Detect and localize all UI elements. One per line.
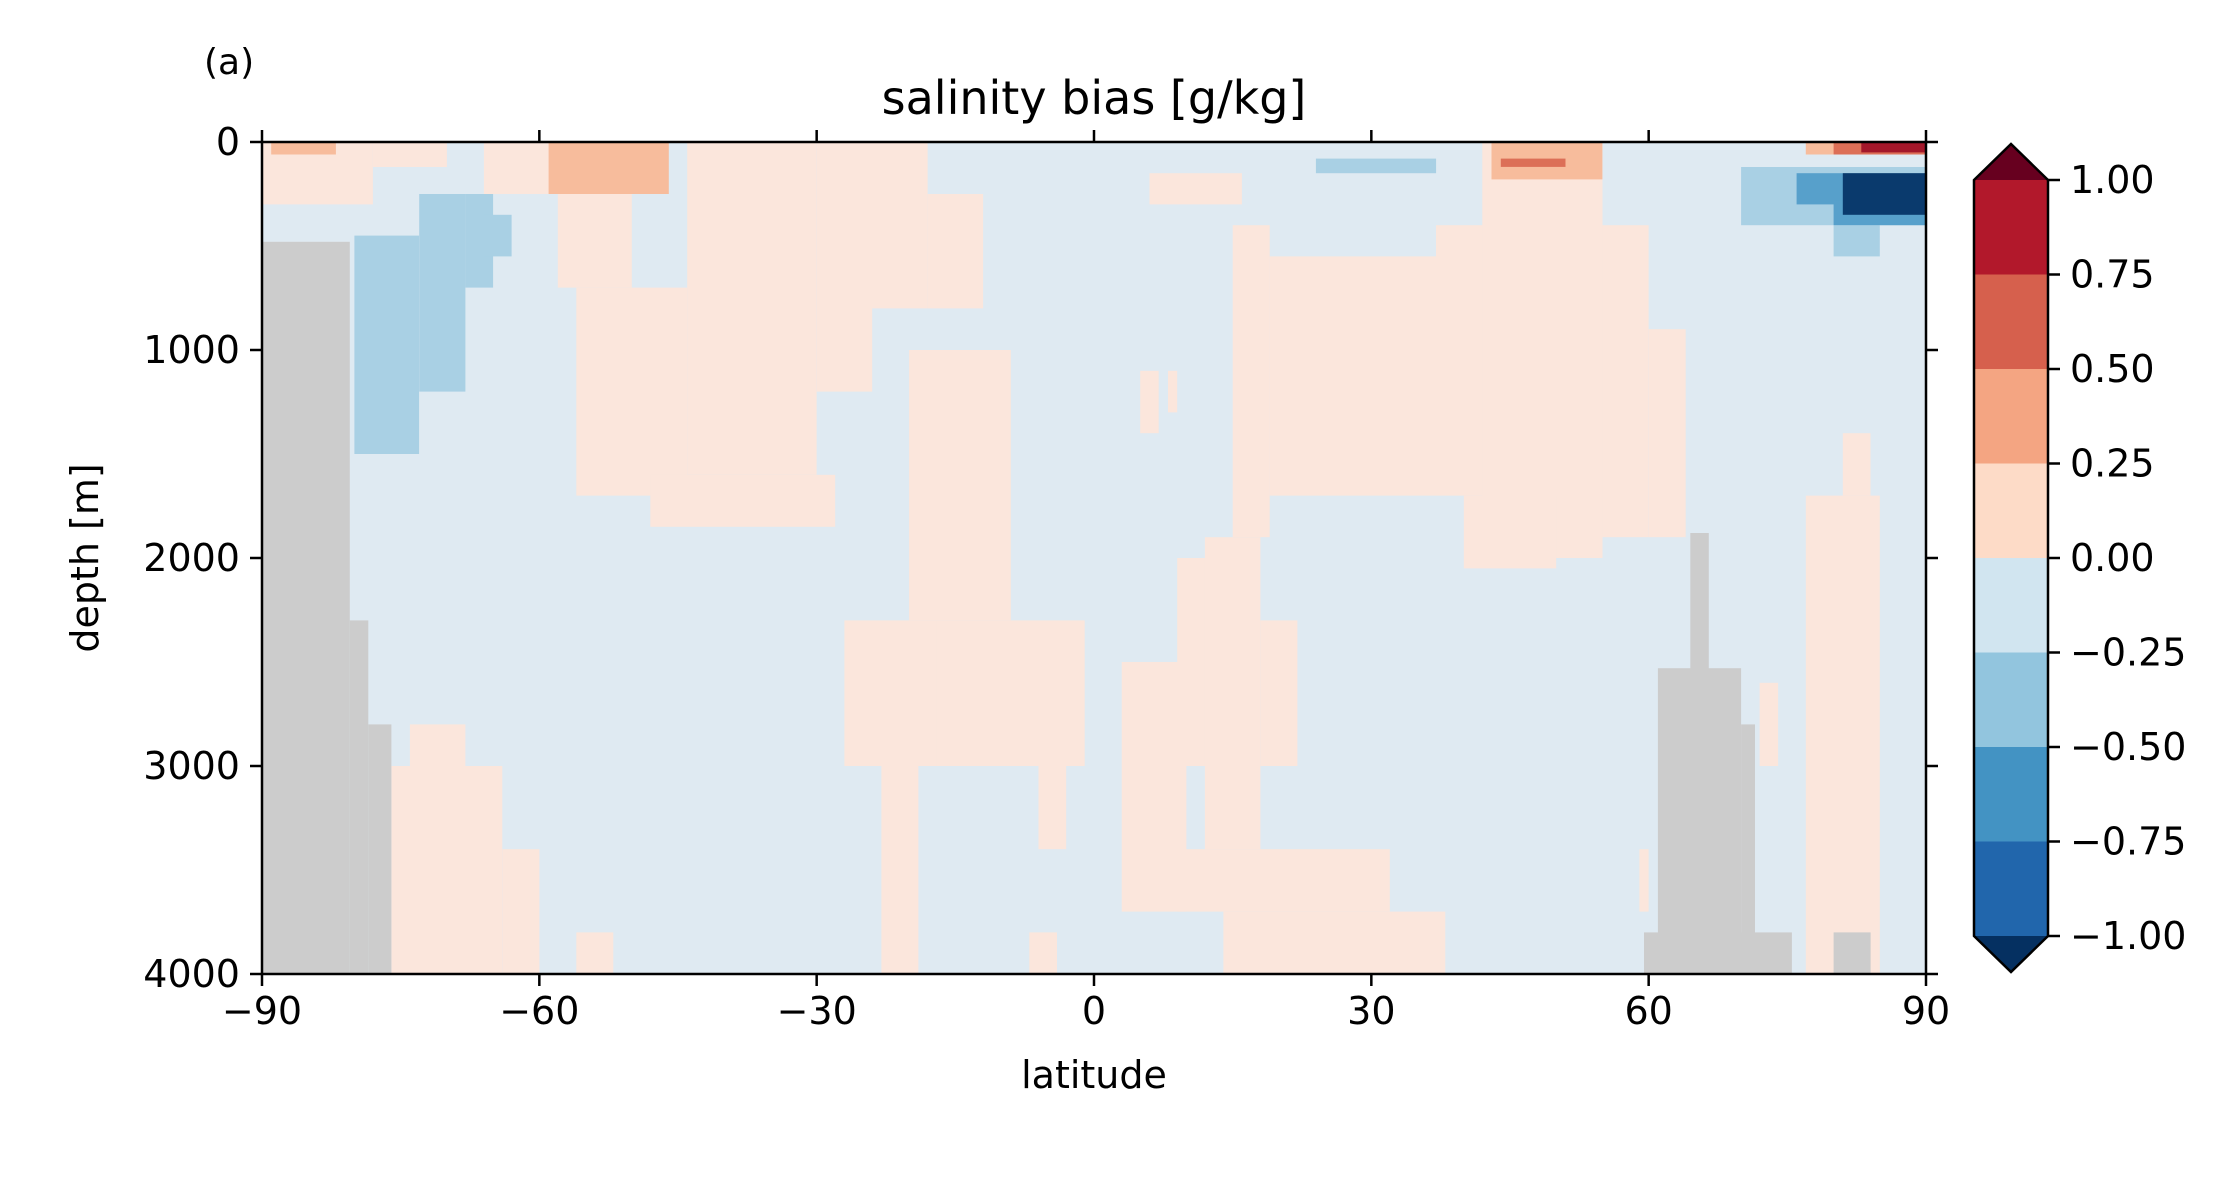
heatmap-cell-light-red (1260, 620, 1298, 766)
heatmap-cell-light-red (1648, 329, 1686, 538)
y-axis: 0 1000 2000 3000 4000 (143, 120, 1938, 996)
colorbar-tick-label: 0.25 (2070, 442, 2155, 486)
heatmap-cell-light-red (1204, 537, 1261, 850)
heatmap-cell-light-red (909, 350, 1011, 621)
colorbar-segment (1974, 652, 2048, 747)
colorbar-segments (1974, 144, 2048, 972)
heatmap-cell-light-red (1168, 370, 1178, 413)
colorbar: −1.00 −0.75 −0.50 −0.25 0.00 0.25 0.50 0.75 1.00 (1972, 142, 2186, 974)
heatmap-cell-light-red (502, 849, 540, 974)
heatmap-cell-mid-red (548, 142, 669, 194)
heatmap-cell-light-red (409, 724, 466, 766)
heatmap-cell-dark-blue (1842, 173, 1926, 215)
colorbar-segment (1974, 558, 2048, 653)
plot-area (260, 140, 1928, 976)
heatmap-cell-mid-blue (1315, 158, 1437, 174)
heatmap-cell-light-red (650, 474, 836, 527)
colorbar-tick-label: 0.00 (2070, 536, 2155, 580)
heatmap-cell-light-red (1029, 932, 1057, 974)
colorbar-ticks: −1.00 −0.75 −0.50 −0.25 0.00 0.25 0.50 0.75 1.00 (2048, 158, 2186, 958)
heatmap-cell-light-red (936, 620, 1085, 766)
y-tick-label: 0 (216, 120, 240, 164)
plot-background (262, 142, 1926, 974)
heatmap-cell-light-red (1269, 256, 1436, 496)
heatmap-cell-light-red (576, 287, 688, 496)
heatmap-cell-light-red (1463, 495, 1557, 569)
x-tick-label: 0 (1082, 989, 1106, 1033)
heatmap-cell-no-data (368, 724, 392, 974)
y-tick-label: 1000 (143, 328, 240, 372)
heatmap-cell-light-red (1232, 225, 1270, 538)
colorbar-tick-label: −0.75 (2070, 820, 2186, 864)
heatmap-cell-light-red (1602, 225, 1649, 538)
heatmap-cell-light-red (927, 194, 984, 309)
colorbar-tick-label: −0.50 (2070, 725, 2186, 769)
heatmap-cell-light-red (1121, 662, 1187, 912)
colorbar-tick-label: 0.75 (2070, 253, 2155, 297)
x-axis-label: latitude (1021, 1053, 1167, 1097)
heatmap-cell-no-data (1741, 724, 1755, 974)
heatmap-cell-light-red (1149, 173, 1242, 205)
x-tick-label: −60 (499, 989, 579, 1033)
x-tick-label: 90 (1902, 989, 1950, 1033)
x-axis: −90 −60 −30 0 30 60 90 (222, 130, 1950, 1033)
heatmap-cell-light-red (1482, 142, 1603, 558)
x-tick-label: 30 (1347, 989, 1395, 1033)
heatmap-cell-mid-blue (483, 214, 512, 257)
heatmap-cell-mid-red (271, 142, 336, 155)
colorbar-extend-max (1974, 144, 2048, 180)
heatmap-cell-no-data (349, 620, 369, 974)
chart-title: salinity bias [g/kg] (882, 71, 1307, 125)
x-tick-label: −30 (777, 989, 857, 1033)
heatmap-cell-light-red (483, 142, 558, 194)
heatmap-cell-light-red (1805, 495, 1880, 974)
colorbar-tick-label: −0.25 (2070, 631, 2186, 675)
heatmap-cell-mid-blue (1833, 225, 1880, 257)
heatmap-cell-light-red (1140, 370, 1159, 434)
heatmap-cell-light-red (687, 142, 817, 475)
colorbar-tick-label: 0.50 (2070, 347, 2155, 391)
y-tick-label: 3000 (143, 744, 240, 788)
colorbar-segment (1974, 747, 2048, 842)
heatmap-cell-light-red (853, 142, 928, 309)
heatmap-cell-light-red (1842, 433, 1871, 496)
heatmap-cell-red (1500, 158, 1566, 167)
panel-label: (a) (204, 42, 254, 83)
y-tick-label: 2000 (143, 536, 240, 580)
colorbar-tick-label: 1.00 (2070, 158, 2155, 202)
x-tick-label: 60 (1624, 989, 1672, 1033)
heatmap-cell-light-red (1177, 849, 1390, 912)
colorbar-segment (1974, 180, 2048, 275)
heatmap-cell-light-red (881, 766, 919, 974)
heatmap-cell-light-red (576, 932, 614, 974)
heatmap-cell-light-red (1223, 911, 1446, 974)
y-axis-label: depth [m] (63, 463, 107, 652)
heatmap-cell-light-red (1038, 766, 1067, 850)
heatmap-cell-light-red (844, 620, 947, 766)
heatmap-cell-no-data (262, 241, 350, 975)
heatmap-cell-dark-red (1861, 142, 1926, 153)
y-tick-label: 4000 (143, 952, 240, 996)
colorbar-segment (1974, 274, 2048, 369)
heatmap-cell-no-data (1644, 932, 1792, 974)
heatmap-cell-light-red (1639, 849, 1649, 912)
colorbar-segment (1974, 369, 2048, 464)
x-tick-label: −90 (222, 989, 302, 1033)
heatmap-cell-mid-blue (354, 235, 420, 454)
colorbar-segment (1974, 463, 2048, 558)
colorbar-tick-label: −1.00 (2070, 914, 2186, 958)
heatmap-cell-light-red (372, 142, 447, 167)
heatmap-cell-mid-blue (419, 194, 466, 392)
heatmap-cell-light-red (391, 766, 503, 974)
colorbar-segment (1974, 841, 2048, 936)
heatmap-cell-light-red (1759, 682, 1779, 766)
heatmap-cell-no-data (1833, 932, 1871, 974)
colorbar-extend-min (1974, 936, 2048, 972)
heatmap-cell-no-data (1657, 668, 1742, 974)
heatmap-regions (262, 142, 1926, 975)
